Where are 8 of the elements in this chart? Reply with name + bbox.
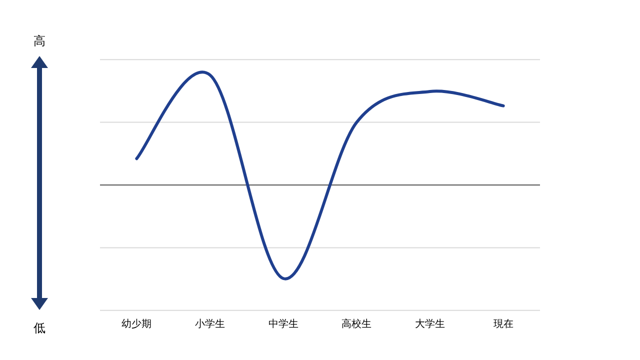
x-tick-label: 大学生 <box>415 318 445 330</box>
x-tick-label: 中学生 <box>268 318 298 330</box>
text: 高 <box>34 34 46 48</box>
text: 低 <box>34 321 46 335</box>
x-tick-label: 現在 <box>493 318 514 330</box>
x-tick-label: 小学生 <box>195 318 225 330</box>
x-tick-label: 高校生 <box>342 318 372 330</box>
x-tick-label: 幼少期 <box>122 318 152 330</box>
